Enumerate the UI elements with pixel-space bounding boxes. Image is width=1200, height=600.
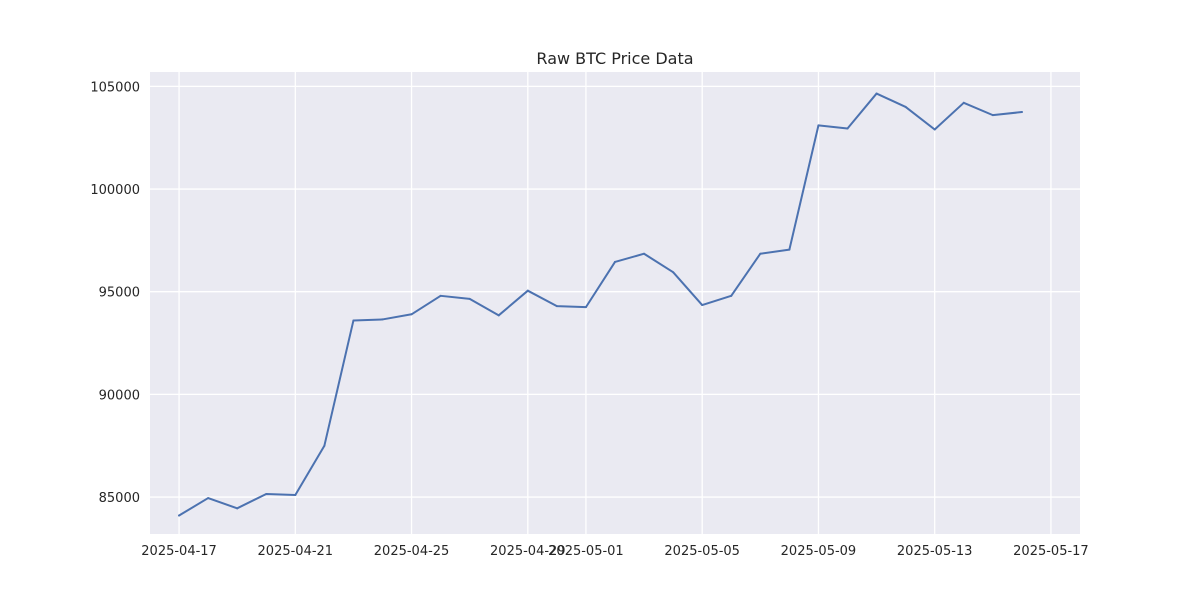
y-axis-ticks: 85000 90000 95000 100000 105000 (90, 80, 140, 506)
chart-title: Raw BTC Price Data (536, 49, 693, 68)
data-point (614, 260, 616, 263)
x-tick-label: 2025-04-17 (141, 544, 217, 559)
data-point (817, 124, 820, 127)
data-point (236, 507, 239, 510)
grid-lines (150, 72, 1080, 534)
x-tick-label: 2025-04-29 (490, 544, 566, 559)
data-point (468, 297, 471, 300)
data-point (526, 289, 529, 292)
plot-area (150, 72, 1080, 534)
data-point (265, 492, 268, 495)
y-tick-label: 95000 (99, 286, 140, 301)
data-point (410, 313, 413, 316)
y-tick-label: 90000 (99, 388, 140, 403)
data-point (643, 252, 646, 255)
series-layer (178, 92, 1023, 517)
data-point (555, 305, 558, 308)
x-tick-label: 2025-04-25 (374, 544, 450, 559)
x-axis-ticks: 2025-04-17 2025-04-21 2025-04-25 2025-04-29… (141, 544, 1088, 559)
data-point (1020, 111, 1023, 114)
data-point (933, 128, 936, 131)
data-point (904, 105, 907, 108)
x-tick-label: 2025-05-13 (897, 544, 973, 559)
data-point (672, 271, 675, 274)
data-point (323, 444, 326, 447)
data-point (294, 493, 297, 496)
data-point (497, 314, 500, 317)
data-point (730, 294, 733, 297)
y-tick-label: 100000 (90, 183, 140, 198)
data-point (991, 114, 994, 117)
data-point (875, 92, 878, 95)
data-point (381, 318, 384, 321)
data-point (846, 127, 849, 130)
data-point (439, 294, 442, 297)
x-tick-label: 2025-05-17 (1013, 544, 1089, 559)
data-point (207, 497, 210, 500)
series-line (178, 92, 1023, 517)
data-point (788, 248, 791, 251)
data-point (962, 101, 965, 104)
data-point (759, 252, 762, 255)
data-point (584, 306, 587, 309)
y-tick-label: 85000 (99, 491, 140, 506)
x-tick-label: 2025-05-09 (781, 544, 857, 559)
y-tick-label: 105000 (90, 80, 140, 95)
data-point (701, 304, 704, 307)
data-point (352, 319, 355, 322)
x-tick-label: 2025-05-05 (664, 544, 740, 559)
x-tick-label: 2025-04-21 (258, 544, 334, 559)
x-tick-label: 2025-05-01 (548, 544, 624, 559)
data-point (178, 514, 181, 517)
